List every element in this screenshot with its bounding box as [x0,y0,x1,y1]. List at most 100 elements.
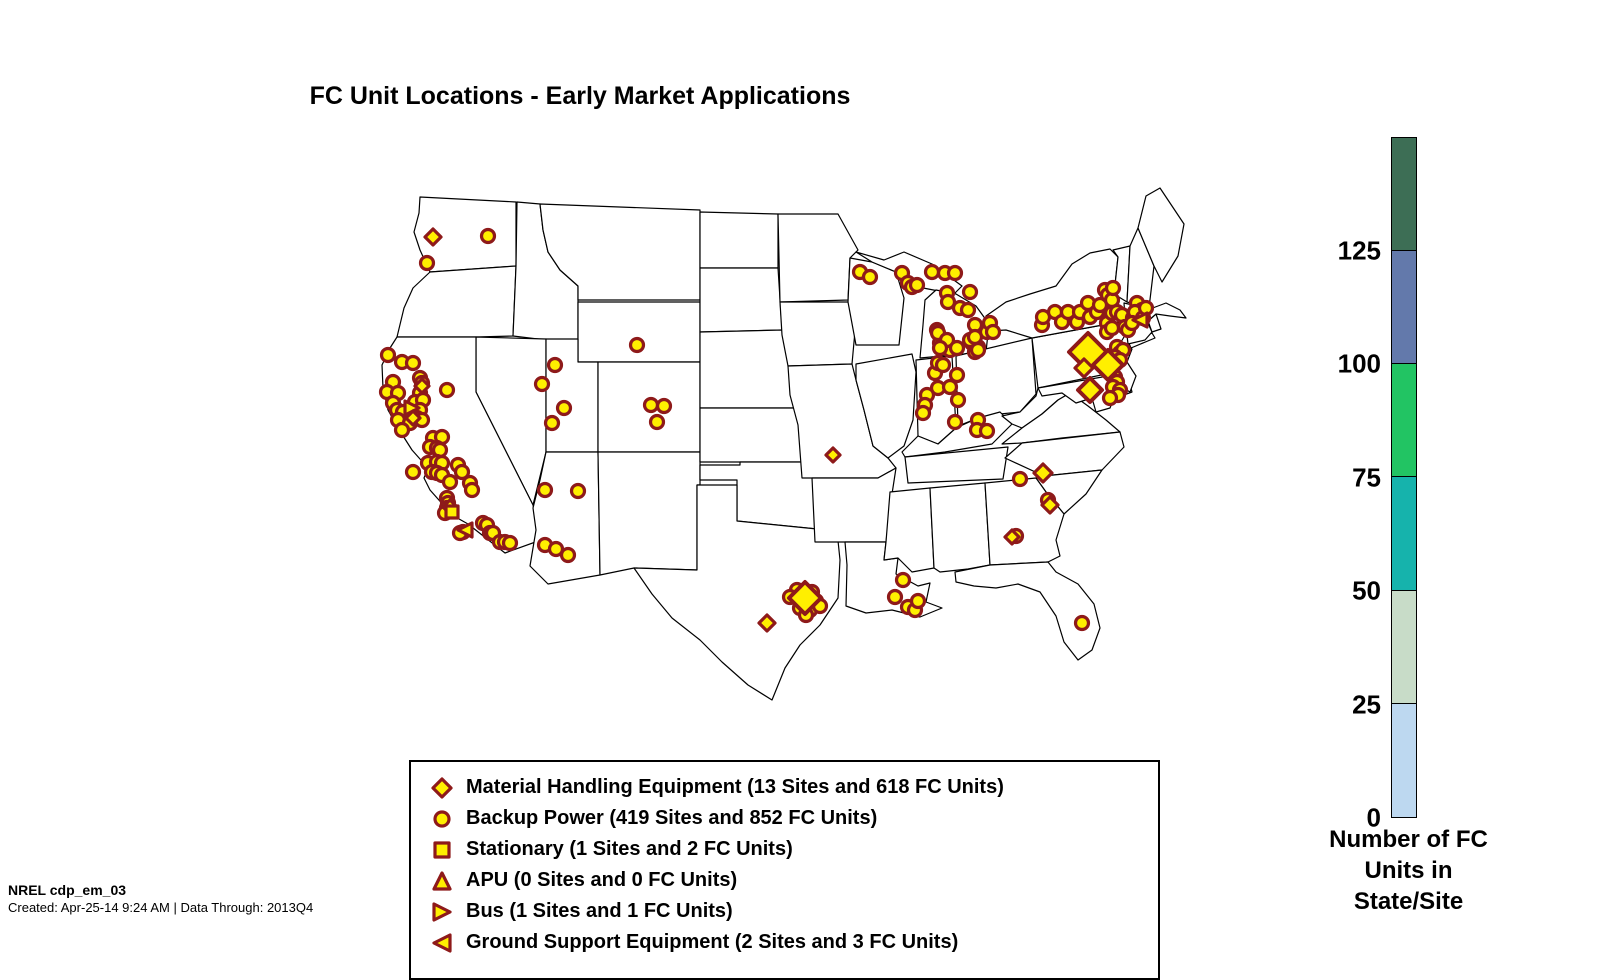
marker-st [444,504,460,520]
marker-bp [648,413,666,431]
colorbar-caption: Number of FC Units in State/Site [1316,824,1501,917]
marker-bp [894,571,912,589]
marker-bp [546,356,564,374]
colorbar-segment-125-150 [1392,138,1416,252]
state-AR [811,467,897,543]
state-OR [396,265,517,338]
states-layer [381,187,1187,701]
marker-bp [946,413,964,431]
marker-bp [628,336,646,354]
legend-item-mhe: Material Handling Equipment (13 Sites an… [411,772,1158,803]
marker-bp [642,396,660,414]
marker-mhe [824,446,842,464]
us-map [378,187,1187,701]
marker-bp [453,463,471,481]
colorbar-tick-75: 75 [1352,462,1381,492]
marker-mhe [1040,495,1060,515]
marker-bp [886,588,904,606]
marker-bp [1101,389,1119,407]
marker-mhe [1076,376,1104,404]
marker-bp [961,283,979,301]
marker-bp [948,339,966,357]
marker-mhe [413,377,431,395]
marker-mhe [404,409,422,427]
marker-bp [543,414,561,432]
marker-bp [1073,614,1091,632]
marker-bp [984,323,1002,341]
marker-mhe [757,613,777,633]
marker-bp [418,254,436,272]
colorbar-segment-75-100 [1392,364,1416,478]
colorbar-segment-25-50 [1392,590,1416,704]
marker-bp [914,404,932,422]
colorbar-tick-50: 50 [1352,575,1381,606]
state-SD [699,267,783,333]
legend-item-bus: Bus (1 Sites and 1 FC Units) [411,896,1158,927]
state-NH [1126,227,1155,309]
marker-bp [923,263,941,281]
marker-bp [908,276,926,294]
markers-layer [378,227,1155,633]
marker-gse [432,932,452,953]
legend-label: Bus (1 Sites and 1 FC Units) [466,900,733,922]
state-MO [787,363,897,479]
colorbar-segment-0-25 [1392,703,1416,817]
page-title: FC Unit Locations - Early Market Applica… [309,82,851,110]
marker-bp [939,293,957,311]
state-NM [597,451,701,576]
state-FL [954,561,1101,661]
legend-item-gse: Ground Support Equipment (2 Sites and 3 … [411,927,1158,958]
colorbar-segment-100-125 [1392,251,1416,365]
marker-bp [909,592,927,610]
state-IA [779,301,857,367]
state-WY [577,301,701,363]
marker-bp [978,422,996,440]
marker-bp [949,391,967,409]
marker-mhe [423,227,443,247]
state-MS [883,487,935,573]
marker-bp [463,481,481,499]
colorbar-caption-line: Units in [1364,857,1453,884]
marker-gse [1131,311,1149,329]
marker-bp [934,356,952,374]
marker-mhe [1091,348,1125,382]
colorbar-tick-25: 25 [1352,689,1381,719]
legend-label: Material Handling Equipment (13 Sites an… [466,776,1004,798]
state-ND [699,211,779,269]
marker-bp [547,540,565,558]
marker-bp [1011,470,1029,488]
marker-bp [861,268,879,286]
colorbar-tick-100: 100 [1337,348,1381,379]
legend-item-st: Stationary (1 Sites and 2 FC Units) [411,834,1158,865]
marker-mhe [431,776,453,799]
colorbar [1391,137,1417,818]
legend-label: Ground Support Equipment (2 Sites and 3 … [466,931,959,953]
legend-marker-st-icon [433,840,451,859]
state-IL [855,353,917,459]
marker-bp [1104,279,1122,297]
state-AL [929,482,991,573]
legend-label: APU (0 Sites and 0 FC Units) [466,869,738,891]
marker-bp [438,381,456,399]
marker-bp [1103,319,1121,337]
state-TN [904,446,1009,484]
colorbar-tick-125: 125 [1337,235,1381,265]
legend-marker-apu-icon [432,870,452,891]
plot-footer: NREL cdp_em_03 Created: Apr-25-14 9:24 A… [8,882,313,916]
marker-bp [969,341,987,359]
marker-bp [441,473,459,491]
marker-bp [959,301,977,319]
marker-gse [456,521,474,539]
legend-marker-bus-icon [432,901,452,922]
legend-label: Backup Power (419 Sites and 852 FC Units… [466,807,878,829]
marker-bp [501,534,519,552]
marker-bp [533,375,551,393]
state-KS [699,407,803,463]
colorbar-segment-50-75 [1392,477,1416,591]
legend-label: Stationary (1 Sites and 2 FC Units) [466,838,793,860]
legend-item-apu: APU (0 Sites and 0 FC Units) [411,865,1158,896]
marker-bp [536,481,554,499]
legend-marker-bp-icon [433,809,451,828]
footer-created: Created: Apr-25-14 9:24 AM | Data Throug… [8,900,314,915]
marker-bp [379,346,397,364]
